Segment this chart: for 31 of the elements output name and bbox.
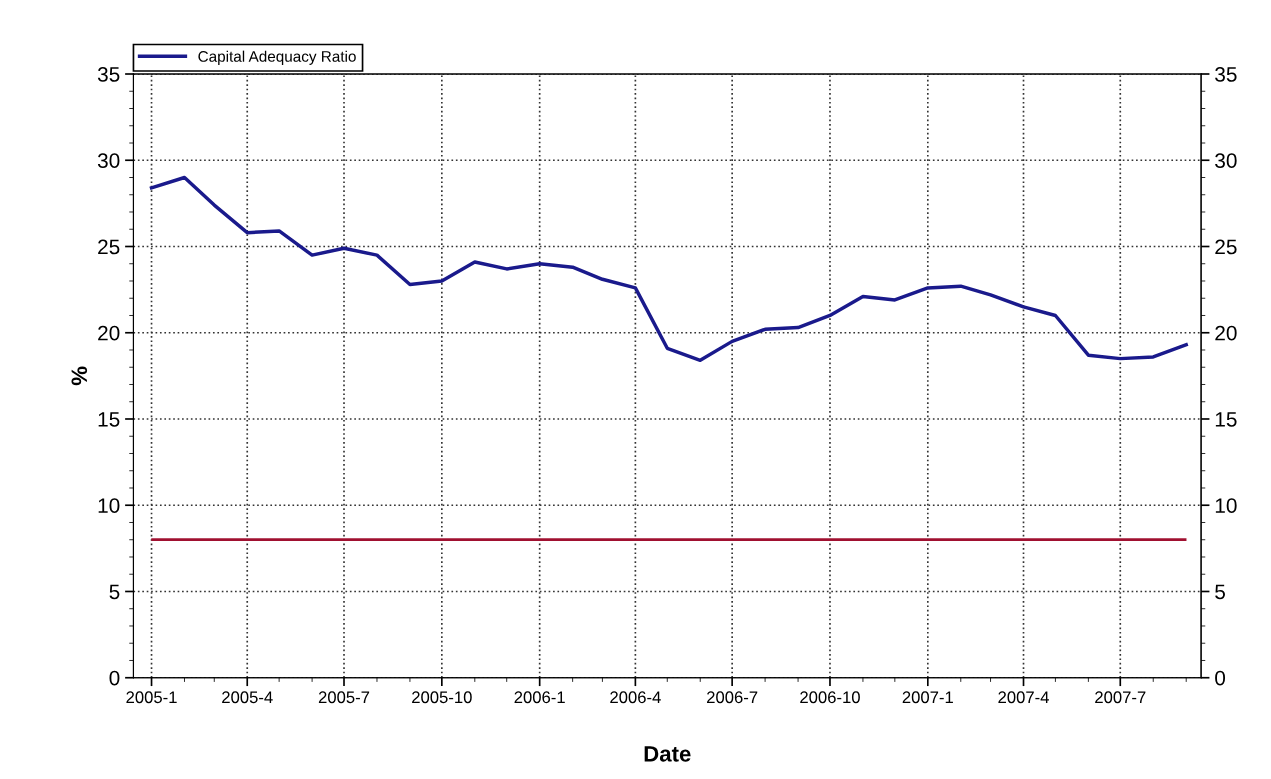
y-tick-label: 25 <box>98 239 120 255</box>
y-tick-label: 0 <box>109 670 120 686</box>
x-tick-label: 2005-1 <box>126 691 177 704</box>
y2-tick-label: 0 <box>1215 670 1226 686</box>
x-tick-label: 2006-4 <box>610 691 661 704</box>
x-tick-label: 2006-7 <box>707 691 758 704</box>
x-axis-title: Date <box>644 746 691 762</box>
y2-tick-label: 20 <box>1215 325 1237 341</box>
y2-tick-label: 25 <box>1215 239 1237 255</box>
y-tick-label: 35 <box>97 67 120 82</box>
y-tick-label: 20 <box>98 325 120 341</box>
y-axis-title: % <box>71 366 88 386</box>
x-tick-label: 2006-10 <box>800 691 860 704</box>
y2-tick-label: 35 <box>1215 67 1237 82</box>
y2-tick-label: 10 <box>1215 498 1237 513</box>
x-tick-label: 2005-4 <box>222 691 273 704</box>
y2-tick-label: 15 <box>1215 412 1237 427</box>
y2-tick-label: 5 <box>1215 584 1225 600</box>
y-tick-label: 10 <box>98 498 120 513</box>
y-tick-label: 5 <box>109 584 120 600</box>
x-tick-label: 2007-4 <box>998 691 1049 704</box>
x-tick-label: 2005-7 <box>318 691 370 704</box>
y2-tick-label: 30 <box>1215 153 1237 169</box>
x-tick-label: 2006-1 <box>514 691 565 704</box>
x-tick-label: 2007-7 <box>1095 691 1146 704</box>
y-tick-label: 30 <box>97 153 120 169</box>
x-tick-label: 2005-10 <box>412 691 472 704</box>
x-tick-label: 2007-1 <box>902 691 953 704</box>
y-tick-label: 15 <box>98 412 120 427</box>
legend-label: Capital Adequacy Ratio <box>198 50 356 65</box>
line-series <box>149 175 1188 363</box>
